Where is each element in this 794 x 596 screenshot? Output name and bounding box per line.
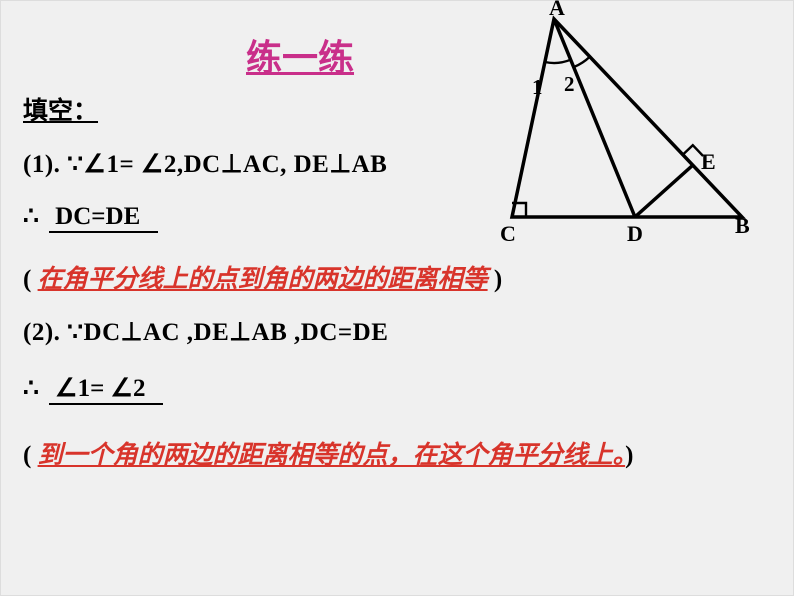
label-c: C	[500, 221, 516, 247]
label-b: B	[735, 213, 750, 239]
angle2-arc	[574, 57, 590, 67]
q2-conclusion: ∴ ∠1= ∠2	[23, 373, 163, 405]
therefore-symbol: ∴	[23, 375, 39, 402]
therefore-symbol: ∴	[23, 203, 39, 230]
q2-reason-line: ( 到一个角的两边的距离相等的点，在这个角平分线上。)	[23, 435, 633, 471]
label-angle1: 1	[532, 75, 543, 100]
triangle-abc	[512, 19, 742, 217]
q1-reason-line: ( 在角平分线上的点到角的两边的距离相等 )	[23, 259, 502, 295]
segment-ad	[554, 19, 635, 217]
q1-answer: DC=DE	[55, 203, 140, 230]
slide-title: 练一练	[246, 29, 354, 81]
q2-premise: (2). ∵DC⊥AC ,DE⊥AB ,DC=DE	[23, 317, 388, 347]
slide: 练一练 填空： (1). ∵∠1= ∠2,DC⊥AC, DE⊥AB ∴ DC=D…	[0, 0, 794, 596]
label-d: D	[627, 221, 643, 247]
paren-open: (	[23, 266, 38, 293]
q1-conclusion: ∴ DC=DE	[23, 201, 158, 233]
paren-open: (	[23, 442, 38, 469]
paren-close: )	[625, 442, 633, 469]
label-e: E	[701, 149, 716, 175]
paren-close: )	[488, 266, 503, 293]
label-a: A	[549, 0, 565, 21]
triangle-diagram: A B C D E 1 2	[497, 9, 757, 249]
segment-de	[635, 165, 693, 217]
diagram-svg	[497, 9, 757, 249]
angle1-arc	[545, 60, 571, 63]
label-angle2: 2	[564, 72, 575, 97]
q2-answer: ∠1= ∠2	[55, 375, 145, 402]
q1-premise: (1). ∵∠1= ∠2,DC⊥AC, DE⊥AB	[23, 149, 387, 179]
q2-reason: 到一个角的两边的距离相等的点，在这个角平分线上。	[38, 442, 626, 469]
fill-label: 填空：	[23, 91, 98, 127]
q1-reason: 在角平分线上的点到角的两边的距离相等	[38, 266, 488, 293]
